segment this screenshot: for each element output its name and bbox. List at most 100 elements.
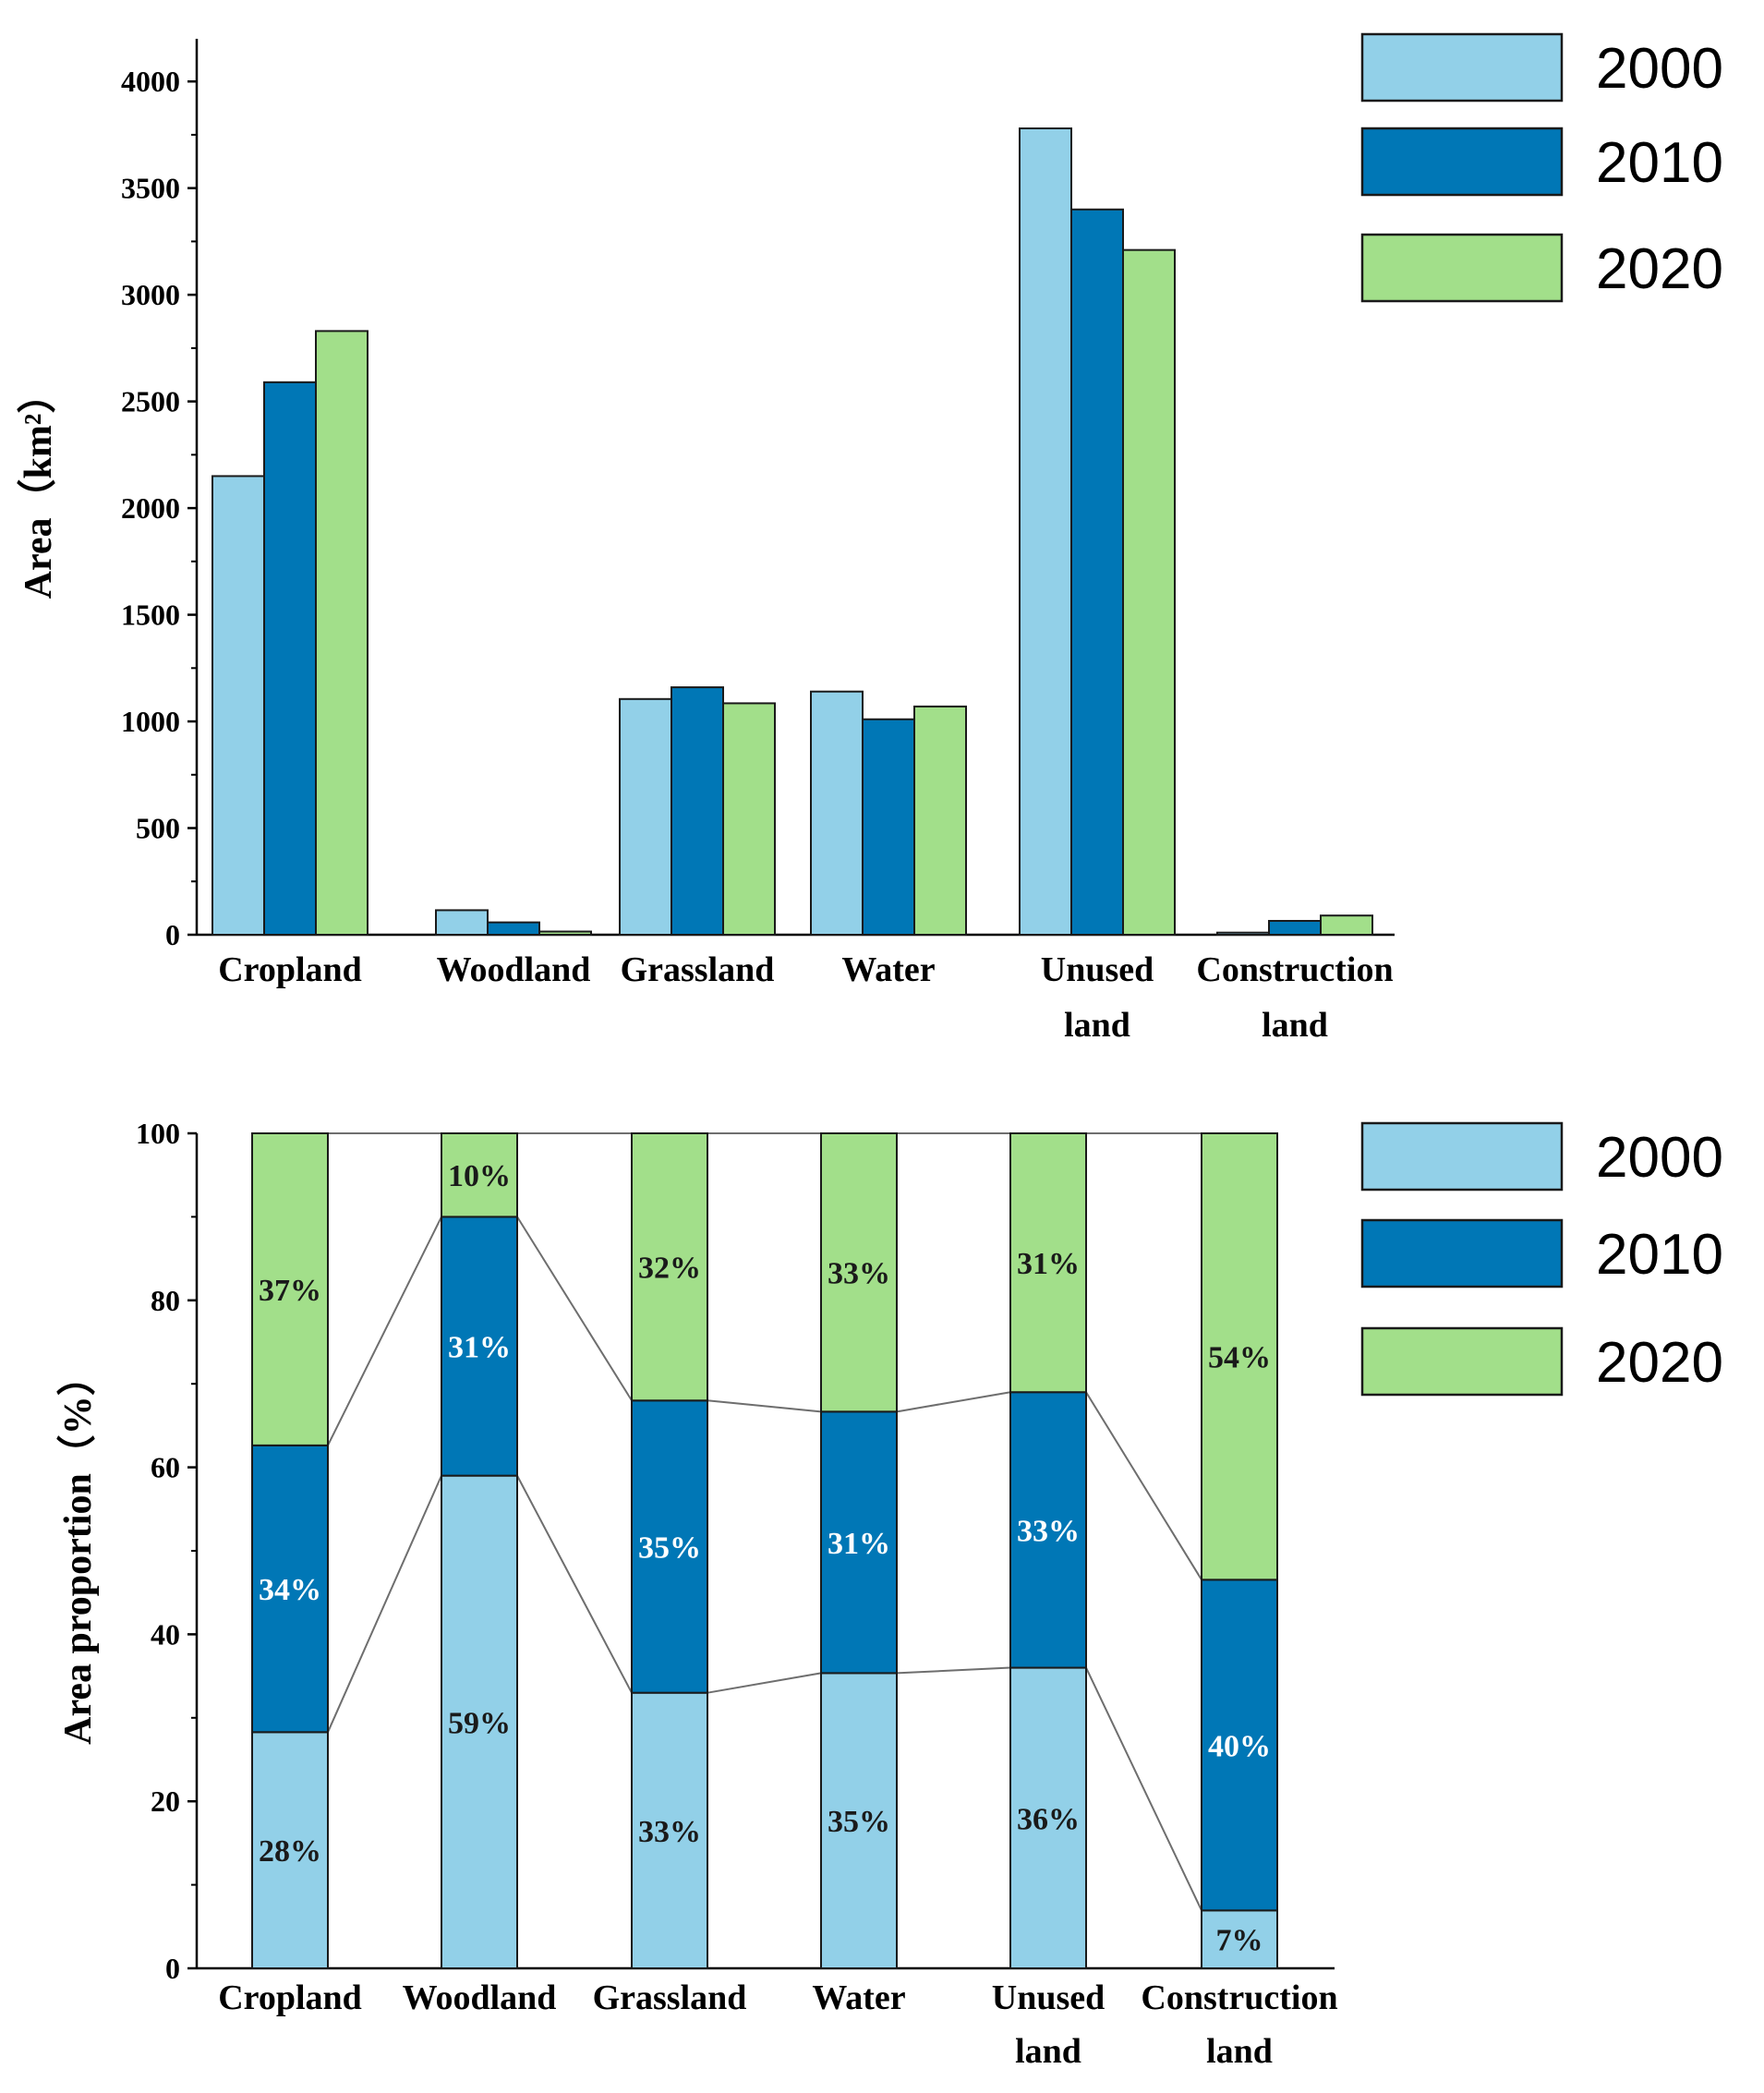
x-category-label: Construction bbox=[1141, 1978, 1337, 2017]
legend-label-2010: 2010 bbox=[1596, 131, 1723, 195]
stack-connector-line bbox=[707, 1399, 822, 1413]
segment-2010-4 bbox=[1009, 1391, 1087, 1669]
y-tick-label: 4000 bbox=[121, 65, 180, 98]
y-tick-label: 2500 bbox=[121, 385, 180, 418]
pct-label-2010: 31% bbox=[448, 1331, 511, 1365]
bar-2020-3 bbox=[913, 705, 967, 937]
segment-2010-5 bbox=[1201, 1579, 1278, 1912]
segment-2020-5 bbox=[1201, 1132, 1278, 1581]
x-category-label: Grassland bbox=[593, 1978, 747, 2017]
bar-2010-5 bbox=[1268, 919, 1322, 937]
legend-label-2000: 2000 bbox=[1596, 1126, 1723, 1190]
pct-label-2010: 34% bbox=[259, 1573, 321, 1607]
segment-2020-3 bbox=[820, 1132, 898, 1413]
legend-label-2010: 2010 bbox=[1596, 1223, 1723, 1287]
x-category-label: land bbox=[1206, 2032, 1273, 2071]
pct-label-2000: 35% bbox=[828, 1805, 890, 1839]
chart-proportion-stacked-bar: 0 20 40 60 80 100 Area proportion（%） 28% 59% 33% 3… bbox=[56, 1117, 1723, 2071]
stack-connector-line bbox=[516, 1475, 633, 1694]
segment-2000-3 bbox=[820, 1672, 898, 1969]
bar-2010-2 bbox=[671, 686, 724, 936]
stack-connector-line bbox=[1085, 1391, 1202, 1580]
pct-label-2010: 40% bbox=[1208, 1729, 1271, 1763]
legend-swatch-2010 bbox=[1360, 1218, 1564, 1288]
y-tick-label: 0 bbox=[165, 918, 180, 951]
y-tick-label: 80 bbox=[151, 1284, 180, 1317]
bar-2000-4 bbox=[1019, 127, 1072, 936]
x-category-label: Water bbox=[841, 950, 935, 989]
x-category-label: Grassland bbox=[621, 950, 775, 989]
bar-2020-1 bbox=[538, 930, 592, 936]
y-tick-label: 100 bbox=[136, 1117, 180, 1150]
legend-label-2000: 2000 bbox=[1596, 37, 1723, 101]
bar-2000-5 bbox=[1216, 931, 1270, 937]
pct-label-2020: 54% bbox=[1208, 1341, 1271, 1375]
stack-connector-line bbox=[516, 1216, 633, 1401]
segment-2020-1 bbox=[441, 1132, 518, 1218]
y-tick-label: 0 bbox=[165, 1952, 180, 1985]
legend-label-2020: 2020 bbox=[1596, 1331, 1723, 1395]
x-category-label: Construction bbox=[1196, 950, 1393, 989]
y-tick-label: 20 bbox=[151, 1784, 180, 1818]
bar-2010-4 bbox=[1070, 208, 1124, 936]
bar-2020-4 bbox=[1122, 248, 1176, 936]
pct-label-2020: 31% bbox=[1017, 1247, 1080, 1281]
pct-label-2010: 35% bbox=[638, 1530, 701, 1565]
x-category-label: Unused bbox=[992, 1978, 1106, 2017]
bar-2020-2 bbox=[722, 702, 776, 937]
x-category-label: Unused bbox=[1041, 950, 1154, 989]
bar-2010-1 bbox=[487, 921, 540, 936]
bar-2010-0 bbox=[263, 381, 317, 937]
bar-2010-3 bbox=[862, 718, 915, 936]
segment-2000-1 bbox=[441, 1474, 518, 1969]
pct-label-2010: 33% bbox=[1017, 1514, 1080, 1548]
stack-connector-line bbox=[896, 1666, 1011, 1675]
segment-2010-1 bbox=[441, 1216, 518, 1477]
x-category-label: Cropland bbox=[218, 1978, 362, 2017]
x-category-label: land bbox=[1064, 1006, 1130, 1045]
bar-2000-2 bbox=[619, 697, 672, 936]
x-category-label: Woodland bbox=[403, 1978, 557, 2017]
stack-connector-line bbox=[327, 1216, 442, 1446]
y-tick-label: 3500 bbox=[121, 172, 180, 205]
bar-2000-3 bbox=[810, 690, 864, 936]
stack-connector-line bbox=[1085, 1667, 1202, 1911]
stack-connector-line bbox=[707, 1672, 822, 1694]
bar-2020-5 bbox=[1320, 914, 1373, 937]
bar-2020-0 bbox=[315, 330, 369, 936]
y-tick-label: 60 bbox=[151, 1451, 180, 1484]
y-tick-label: 3000 bbox=[121, 278, 180, 311]
x-category-label: land bbox=[1015, 2032, 1081, 2071]
pct-label-2000: 28% bbox=[259, 1834, 321, 1869]
segment-2010-2 bbox=[631, 1399, 708, 1694]
legend-swatch-2010 bbox=[1360, 127, 1564, 197]
chart-area-bar: 0 500 1000 1500 2000 2500 3000 3500 4000 Area（km²… bbox=[17, 32, 1723, 1045]
pct-label-2020: 32% bbox=[638, 1252, 701, 1286]
pct-label-2000: 59% bbox=[448, 1706, 511, 1740]
segment-2020-4 bbox=[1009, 1132, 1087, 1394]
pct-label-2020: 37% bbox=[259, 1274, 321, 1308]
segment-2000-2 bbox=[631, 1691, 708, 1970]
y-axis-title: Area（km²） bbox=[17, 375, 60, 599]
legend-label-2020: 2020 bbox=[1596, 237, 1723, 301]
legend-swatch-2000 bbox=[1360, 32, 1564, 103]
segment-2020-2 bbox=[631, 1132, 708, 1402]
segment-2010-3 bbox=[820, 1410, 898, 1675]
pct-label-2000: 36% bbox=[1017, 1802, 1080, 1836]
legend-swatch-2000 bbox=[1360, 1121, 1564, 1192]
segment-2000-0 bbox=[251, 1731, 329, 1970]
legend-swatch-2020 bbox=[1360, 1326, 1564, 1397]
y-tick-label: 40 bbox=[151, 1617, 180, 1651]
pct-label-2000: 33% bbox=[638, 1815, 701, 1849]
bar-2000-0 bbox=[211, 475, 265, 936]
pct-label-2020: 10% bbox=[448, 1159, 511, 1193]
x-category-label: Water bbox=[812, 1978, 905, 2017]
y-tick-label: 2000 bbox=[121, 491, 180, 525]
stack-connector-lines bbox=[327, 1132, 1202, 1911]
pct-label-2010: 31% bbox=[828, 1527, 890, 1561]
pct-label-2020: 33% bbox=[828, 1257, 890, 1291]
segment-2020-0 bbox=[251, 1132, 329, 1446]
y-tick-label: 1500 bbox=[121, 599, 180, 632]
y-axis-title: Area proportion（%） bbox=[56, 1357, 100, 1745]
